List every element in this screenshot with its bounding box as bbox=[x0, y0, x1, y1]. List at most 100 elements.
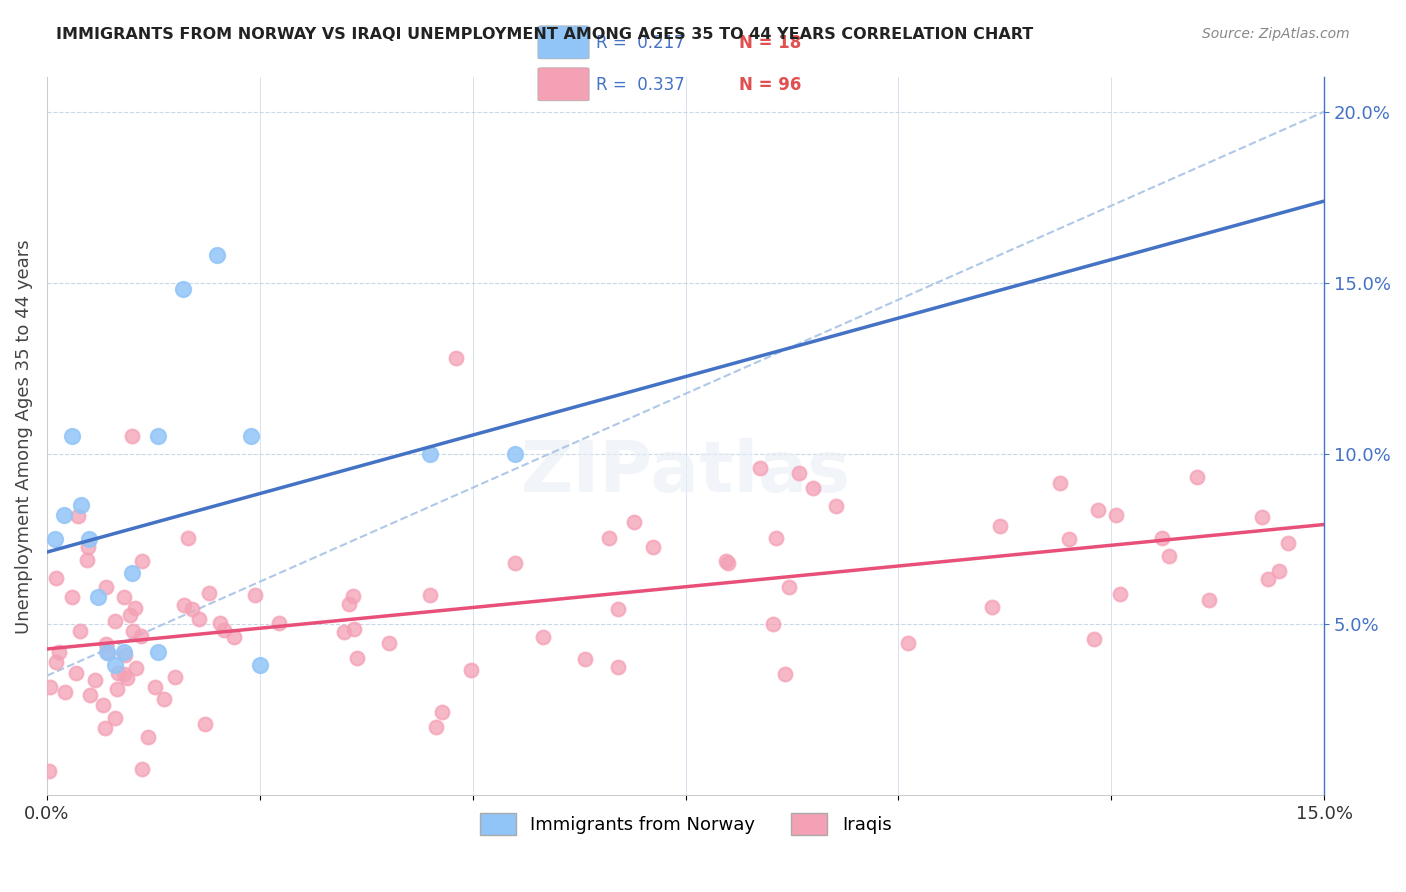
Point bbox=[60, 590, 83, 604]
Point bbox=[112, 590, 135, 604]
Point bbox=[87, 590, 110, 604]
Point bbox=[48, 645, 70, 659]
Point bbox=[96, 645, 118, 659]
Point bbox=[121, 566, 143, 581]
Point bbox=[1198, 593, 1220, 607]
Point bbox=[104, 658, 127, 673]
Point bbox=[825, 499, 848, 513]
Point bbox=[778, 580, 800, 594]
Point bbox=[460, 664, 482, 678]
Text: N = 96: N = 96 bbox=[740, 76, 801, 94]
Text: IMMIGRANTS FROM NORWAY VS IRAQI UNEMPLOYMENT AMONG AGES 35 TO 44 YEARS CORRELATI: IMMIGRANTS FROM NORWAY VS IRAQI UNEMPLOY… bbox=[56, 27, 1033, 42]
Text: N = 18: N = 18 bbox=[740, 34, 801, 52]
Point bbox=[145, 680, 167, 694]
Point bbox=[146, 645, 169, 659]
Point bbox=[212, 623, 235, 637]
Point bbox=[79, 689, 101, 703]
Point bbox=[53, 684, 76, 698]
Point bbox=[1049, 475, 1071, 490]
Point bbox=[125, 660, 148, 674]
Point bbox=[1187, 470, 1209, 484]
Point bbox=[181, 602, 204, 616]
Point bbox=[425, 720, 447, 734]
Point bbox=[222, 630, 245, 644]
Point bbox=[198, 586, 221, 600]
Point bbox=[378, 636, 401, 650]
Point bbox=[749, 460, 772, 475]
Point bbox=[94, 637, 117, 651]
Point bbox=[249, 658, 271, 673]
Point bbox=[97, 646, 120, 660]
Point bbox=[1087, 503, 1109, 517]
Point bbox=[981, 600, 1004, 615]
Point bbox=[333, 625, 356, 640]
Point bbox=[39, 681, 62, 695]
Point bbox=[531, 630, 554, 644]
Y-axis label: Unemployment Among Ages 35 to 44 years: Unemployment Among Ages 35 to 44 years bbox=[15, 239, 32, 633]
Point bbox=[419, 588, 441, 602]
Point bbox=[112, 667, 135, 681]
Point bbox=[84, 673, 107, 687]
Point bbox=[607, 659, 630, 673]
Point bbox=[208, 615, 231, 630]
Point bbox=[44, 532, 66, 546]
Point bbox=[104, 615, 127, 629]
Point bbox=[988, 519, 1011, 533]
Point bbox=[343, 622, 366, 636]
Point bbox=[1105, 508, 1128, 522]
Point bbox=[269, 615, 291, 630]
Point bbox=[598, 531, 620, 545]
Point bbox=[122, 624, 145, 638]
Point bbox=[112, 645, 135, 659]
Point bbox=[773, 667, 796, 681]
Point bbox=[138, 730, 160, 744]
Point bbox=[124, 601, 146, 615]
Point bbox=[432, 705, 454, 719]
Point bbox=[76, 553, 98, 567]
Point bbox=[801, 481, 824, 495]
Point bbox=[131, 629, 153, 643]
Point bbox=[623, 515, 645, 529]
Point bbox=[69, 624, 91, 638]
Point bbox=[188, 612, 211, 626]
Point bbox=[131, 762, 153, 776]
Point bbox=[240, 429, 263, 443]
Point bbox=[65, 666, 87, 681]
Point bbox=[45, 656, 67, 670]
Point bbox=[1257, 572, 1279, 586]
Point bbox=[79, 532, 101, 546]
Point bbox=[339, 597, 361, 611]
Text: R =  0.337: R = 0.337 bbox=[596, 76, 685, 94]
Point bbox=[177, 531, 200, 545]
Point bbox=[897, 636, 920, 650]
Point bbox=[643, 540, 665, 554]
Point bbox=[77, 540, 100, 554]
Text: ZIPatlas: ZIPatlas bbox=[520, 438, 851, 507]
Point bbox=[1083, 632, 1105, 646]
Point bbox=[574, 652, 596, 666]
Point bbox=[1268, 564, 1291, 578]
Point bbox=[342, 589, 364, 603]
Point bbox=[1277, 535, 1299, 549]
Point bbox=[38, 764, 60, 779]
Point bbox=[45, 571, 67, 585]
Point bbox=[346, 651, 368, 665]
Point bbox=[172, 282, 194, 296]
Point bbox=[194, 717, 217, 731]
Point bbox=[173, 598, 195, 612]
Point bbox=[114, 648, 136, 662]
Point bbox=[105, 682, 128, 697]
Point bbox=[606, 602, 628, 616]
Point bbox=[66, 509, 89, 524]
Point bbox=[1159, 549, 1181, 563]
Point bbox=[107, 666, 129, 681]
Text: Source: ZipAtlas.com: Source: ZipAtlas.com bbox=[1202, 27, 1350, 41]
Point bbox=[52, 508, 75, 522]
Point bbox=[787, 466, 810, 480]
Point bbox=[121, 429, 143, 443]
Point bbox=[117, 671, 139, 685]
Point bbox=[205, 248, 228, 262]
Point bbox=[146, 429, 169, 443]
Point bbox=[1057, 532, 1080, 546]
Point bbox=[444, 351, 467, 365]
